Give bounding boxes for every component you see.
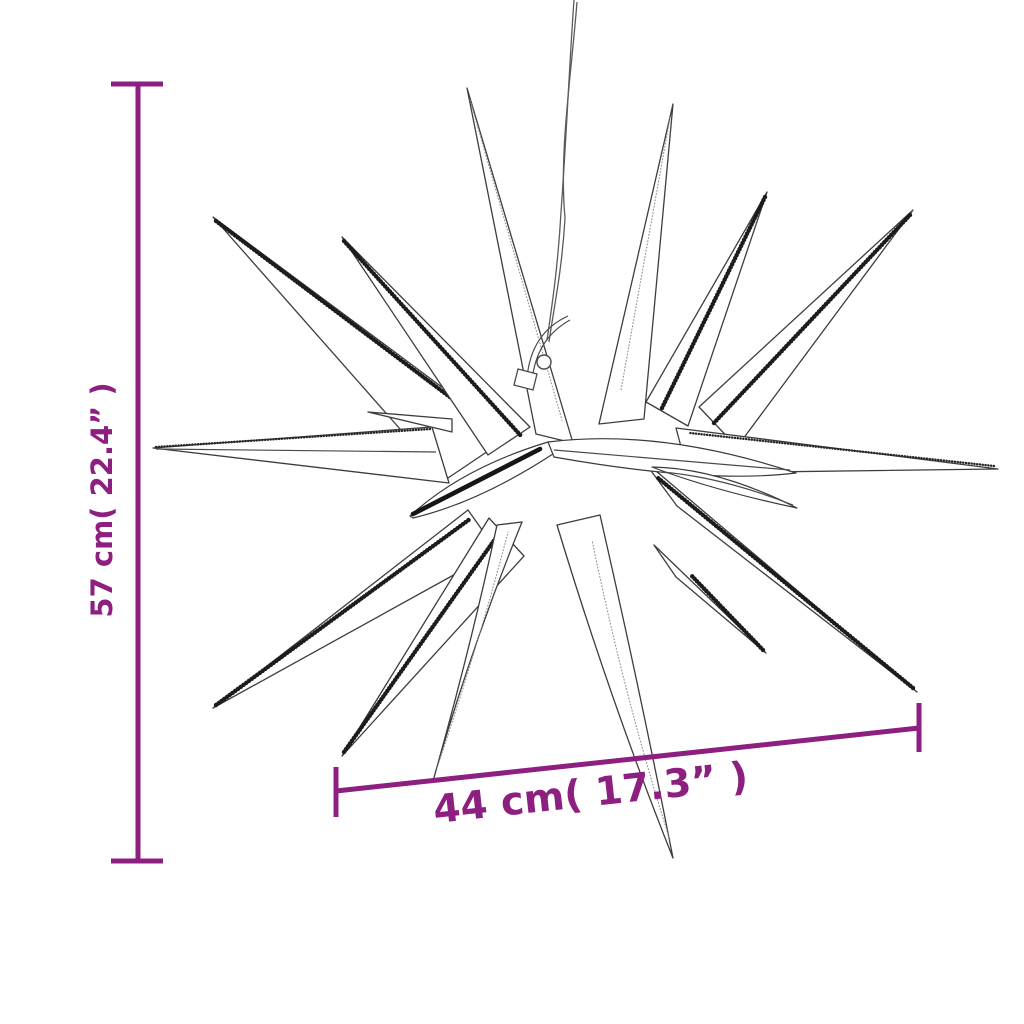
height-dimension: 57 cm( 22.4” ) bbox=[85, 81, 163, 864]
attachment-clip bbox=[513, 315, 571, 391]
star-illustration bbox=[152, 0, 999, 859]
hanging-cord-lines bbox=[546, 0, 578, 343]
width-dimension-line bbox=[335, 725, 920, 794]
clip-ring-icon bbox=[536, 354, 552, 370]
star-front-leaves bbox=[409, 438, 798, 519]
star-spikes bbox=[152, 87, 999, 859]
height-dimension-label: 57 cm( 22.4” ) bbox=[85, 382, 119, 617]
